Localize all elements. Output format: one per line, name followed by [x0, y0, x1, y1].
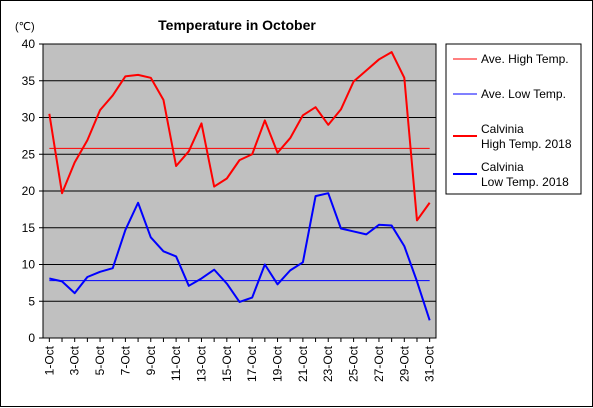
y-tick-label: 20 — [22, 184, 36, 198]
x-tick-label: 29-Oct — [397, 345, 411, 382]
x-tick-label: 17-Oct — [245, 345, 259, 382]
x-tick-label: 11-Oct — [169, 345, 183, 381]
x-tick-label: 9-Oct — [144, 345, 158, 375]
series-layer — [48, 51, 431, 321]
y-tick-label: 10 — [22, 258, 36, 272]
x-axis: 1-Oct 3-Oct 5-Oct 7-Oct 9-Oct 11-Oct 13-Oct 15-… — [42, 338, 437, 382]
gridlines — [43, 80, 436, 302]
legend-label: Calvinia — [481, 160, 524, 174]
x-tick-label: 31-Oct — [423, 345, 437, 382]
x-tick-label: 23-Oct — [321, 345, 335, 382]
x-tick-label: 13-Oct — [194, 345, 208, 382]
legend-label: Low Temp. 2018 — [481, 175, 569, 189]
legend-label: Calvinia — [481, 122, 524, 136]
y-tick-label: 30 — [22, 111, 36, 125]
legend-box — [445, 43, 582, 195]
y-tick-label: 25 — [22, 147, 36, 161]
x-tick-label: 15-Oct — [220, 345, 234, 382]
x-tick-label: 5-Oct — [93, 345, 107, 375]
y-tick-label: 5 — [28, 294, 35, 308]
x-tick-label: 3-Oct — [68, 345, 82, 375]
x-tick-label: 21-Oct — [296, 345, 310, 382]
x-tick-label: 25-Oct — [347, 345, 361, 382]
y-tick-label: 0 — [28, 331, 35, 345]
x-tick-label: 19-Oct — [271, 345, 285, 382]
series-line — [48, 51, 431, 222]
x-tick-label: 7-Oct — [118, 345, 132, 375]
legend-label: Ave. High Temp. — [481, 52, 569, 66]
legend: Ave. High Temp.Ave. Low Temp.CalviniaHig… — [445, 43, 582, 195]
x-tick-label: 1-Oct — [42, 345, 56, 375]
y-tick-label: 35 — [22, 74, 36, 88]
y-unit-label: (℃) — [15, 21, 35, 33]
chart-title: Temperature in October — [158, 17, 316, 33]
legend-label: Ave. Low Temp. — [481, 87, 566, 101]
y-tick-label: 15 — [22, 221, 36, 235]
x-tick-label: 27-Oct — [372, 345, 386, 382]
legend-label: High Temp. 2018 — [481, 137, 572, 151]
series-line — [49, 192, 431, 321]
y-tick-label: 40 — [22, 37, 36, 51]
y-axis: 0 5 10 15 20 25 30 35 40 — [22, 37, 43, 345]
